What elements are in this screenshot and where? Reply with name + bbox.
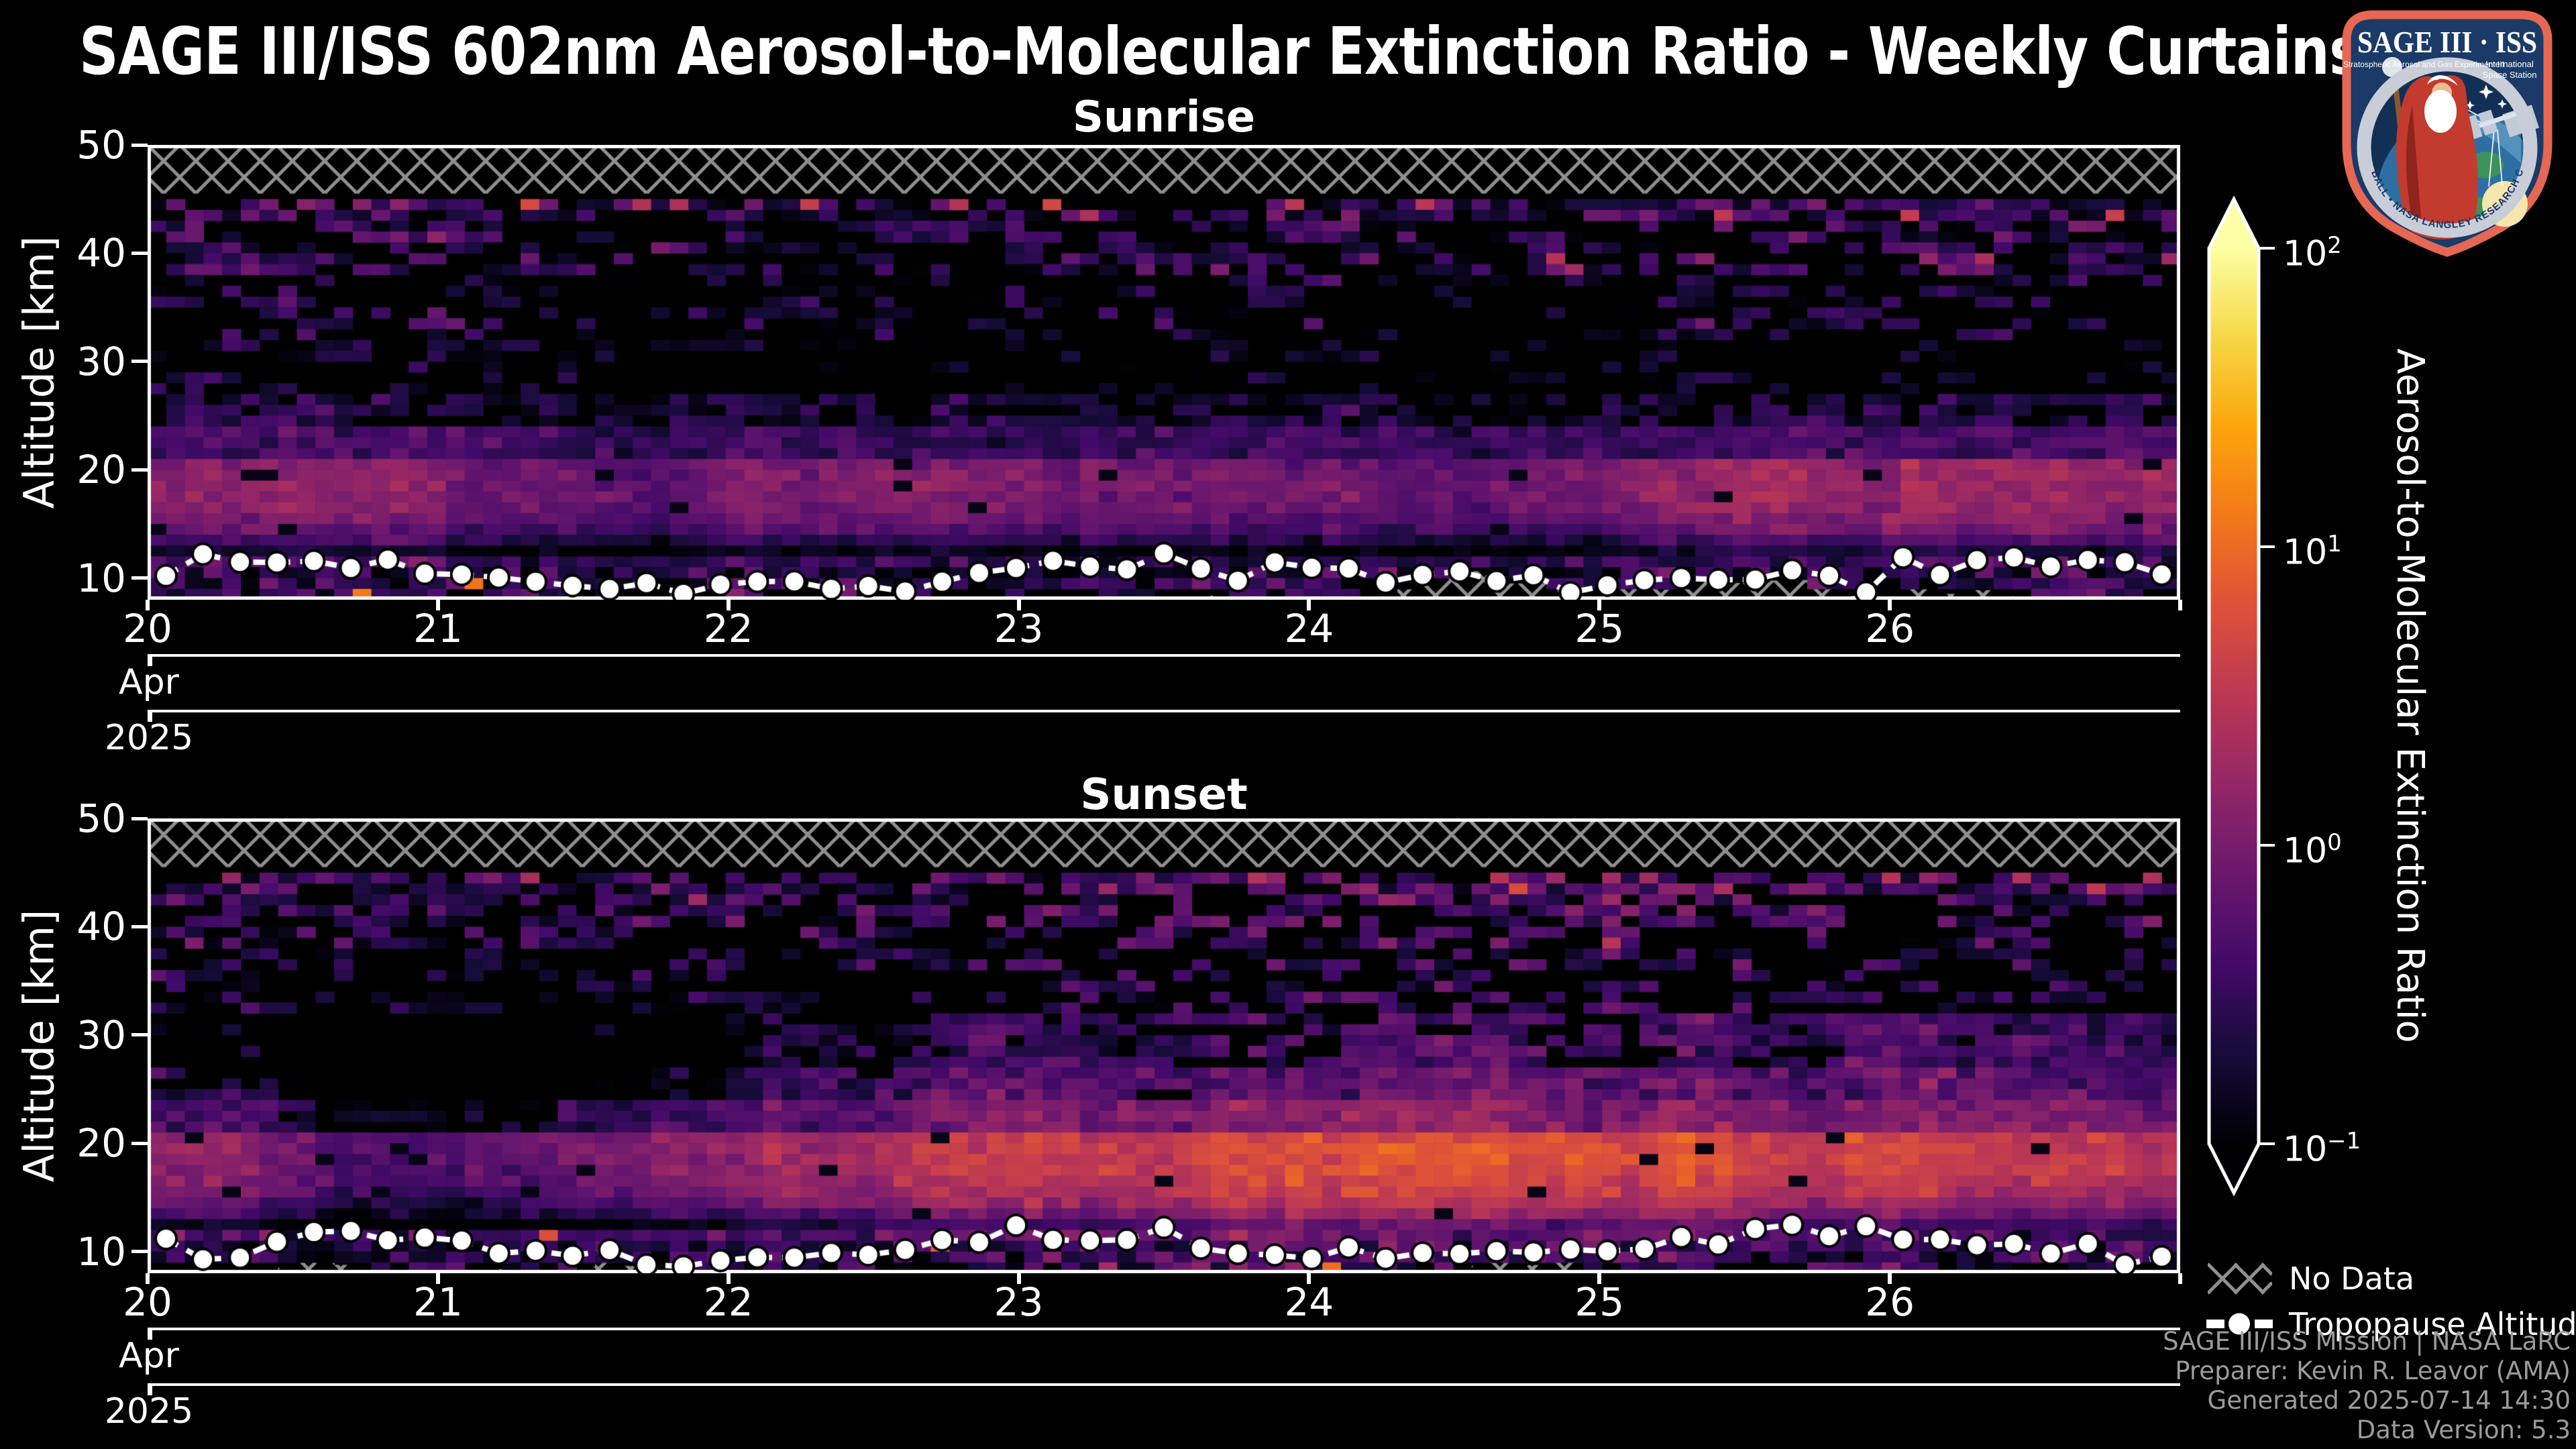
month-label: Apr [119,1336,179,1376]
y-tick-label: 40 [76,904,126,950]
credits-block: SAGE III/ISS Mission | NASA LaRC Preparer… [2163,1327,2571,1445]
y-tick [131,1250,148,1254]
x-tick [146,1273,150,1284]
x-tick [435,600,440,610]
logo-wizard [2382,57,2478,239]
credit-line: Data Version: 5.3 [2356,1415,2571,1444]
x-tick [726,1273,731,1284]
colorbar-tick [2259,247,2275,250]
colorbar-bar [2207,195,2261,1197]
year-axis-tick [148,1383,152,1395]
logo-title: SAGE III · ISS [2357,25,2537,59]
year-axis-line [148,1383,2180,1386]
y-tick-label: 40 [76,230,126,276]
x-tick-label: 23 [994,606,1044,651]
month-axis-tick [148,654,152,666]
x-tick-label: 20 [123,606,172,651]
month-axis-line [148,654,2180,657]
x-tick-label: 21 [413,606,463,651]
legend-tropopause-label: Tropopause Altitude [2289,1306,2576,1342]
no-data-hatch-icon [2208,1263,2272,1295]
y-tick [131,468,148,472]
year-label: 2025 [104,718,194,758]
legend-no-data-label: No Data [2289,1260,2415,1297]
x-tick-label: 26 [1865,606,1915,651]
credit-line: Preparer: Kevin R. Leavor (AMA) [2175,1356,2571,1385]
month-axis-line [148,1328,2180,1330]
x-tick-label: 22 [703,606,753,651]
logo-ring [2357,57,2538,238]
y-tick [131,816,148,820]
x-tick-label: 25 [1574,606,1625,651]
y-tick-label: 30 [76,1012,126,1058]
colorbar-tick [2259,1142,2275,1145]
y-tick-label: 20 [76,1120,126,1167]
x-tick [1016,1273,1021,1284]
x-tick [1307,600,1311,610]
x-tick-label: 24 [1284,1279,1334,1325]
y-tick [131,924,148,928]
sunset-heatmap-canvas [148,818,2180,1273]
year-axis-line [148,710,2180,712]
sage-iii-iss-logo: BALL • NASA LANGLEY RESEARCH CENTER • TA… [2326,5,2553,257]
x-tick [1888,1273,1892,1284]
year-axis-tick [148,710,152,722]
colorbar-tick [2259,844,2275,847]
y-tick-label: 30 [76,338,126,384]
x-tick-label: 22 [703,1279,753,1325]
colorbar-tick-label: 100 [2283,829,2342,871]
y-tick-label: 10 [76,555,126,601]
y-tick-label: 10 [76,1228,126,1275]
y-tick [131,1033,148,1037]
logo-subtitle-right2: Space Station [2483,70,2537,80]
x-tick-label: 21 [413,1279,463,1325]
y-tick [131,576,148,580]
y-tick-label: 50 [76,796,126,841]
x-tick [1597,1273,1602,1284]
x-tick [146,600,150,610]
logo-stars [2465,85,2507,110]
y-tick [131,143,148,147]
credit-line: Generated 2025-07-14 14:30 [2207,1386,2571,1415]
tropopause-icon [2206,1313,2273,1335]
x-tick [726,600,731,610]
x-tick-label: 26 [1865,1279,1915,1325]
x-tick [435,1273,440,1284]
colorbar-title: Aerosol-to-Molecular Extinction Ratio [2388,348,2432,1043]
y-tick-label: 50 [76,122,126,168]
sunrise-heatmap-canvas [148,145,2180,600]
logo-subtitle-right1: International [2485,59,2534,69]
y-tick [131,360,148,364]
y-tick [131,251,148,255]
x-tick-label: 25 [1574,1279,1625,1325]
panel-title-sunrise: Sunrise [1072,93,1256,142]
x-tick [2178,600,2182,610]
credit-line: SAGE III/ISS Mission | NASA LaRC [2163,1327,2571,1356]
year-label: 2025 [104,1391,194,1432]
x-tick [1016,600,1021,610]
y-tick [131,1141,148,1145]
x-tick [2178,1273,2182,1284]
x-tick-label: 20 [123,1279,172,1325]
panel-title-sunset: Sunset [1080,770,1248,820]
month-label: Apr [119,662,179,702]
y-tick-label: 20 [76,447,126,493]
colorbar-tick-label: 10−1 [2283,1128,2361,1170]
colorbar-tick [2259,545,2275,548]
colorbar [2207,195,2261,1197]
colorbar-tick-label: 101 [2283,531,2342,573]
x-tick [1307,1273,1311,1284]
month-axis-tick [148,1328,152,1340]
page-title: SAGE III/ISS 602nm Aerosol-to-Molecular … [79,13,2361,89]
logo-subtitle-left: Stratospheric Aerosol and Gas Experiment… [2343,60,2504,69]
colorbar-tick-label: 102 [2283,232,2342,274]
x-tick-label: 23 [994,1279,1044,1325]
x-tick [1888,600,1892,610]
x-tick-label: 24 [1284,606,1334,651]
x-tick [1597,600,1602,610]
